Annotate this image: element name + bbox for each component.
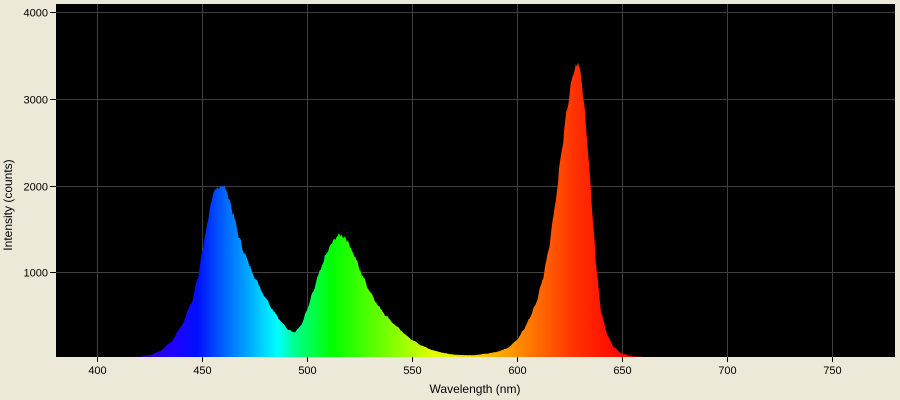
x-tick-label: 400 bbox=[88, 365, 106, 377]
x-axis-title: Wavelength (nm) bbox=[430, 382, 521, 396]
plot-area bbox=[56, 4, 895, 357]
x-axis: 400 450 500 550 600 650 700 750 bbox=[88, 357, 842, 377]
y-axis-title: Intensity (counts) bbox=[1, 159, 15, 250]
y-tick-label: 3000 bbox=[24, 95, 48, 107]
x-tick-label: 450 bbox=[193, 365, 211, 377]
spectrum-fill bbox=[139, 62, 643, 357]
y-tick-label: 4000 bbox=[24, 8, 48, 20]
x-tick-label: 700 bbox=[718, 365, 736, 377]
y-tick-label: 1000 bbox=[24, 268, 48, 280]
grid-lines bbox=[56, 4, 895, 357]
y-tick-label: 2000 bbox=[24, 182, 48, 194]
y-axis: 1000 2000 3000 4000 bbox=[24, 8, 56, 280]
x-tick-label: 600 bbox=[508, 365, 526, 377]
x-tick-label: 550 bbox=[403, 365, 421, 377]
x-tick-label: 500 bbox=[298, 365, 316, 377]
x-tick-label: 750 bbox=[823, 365, 841, 377]
x-tick-label: 650 bbox=[613, 365, 631, 377]
